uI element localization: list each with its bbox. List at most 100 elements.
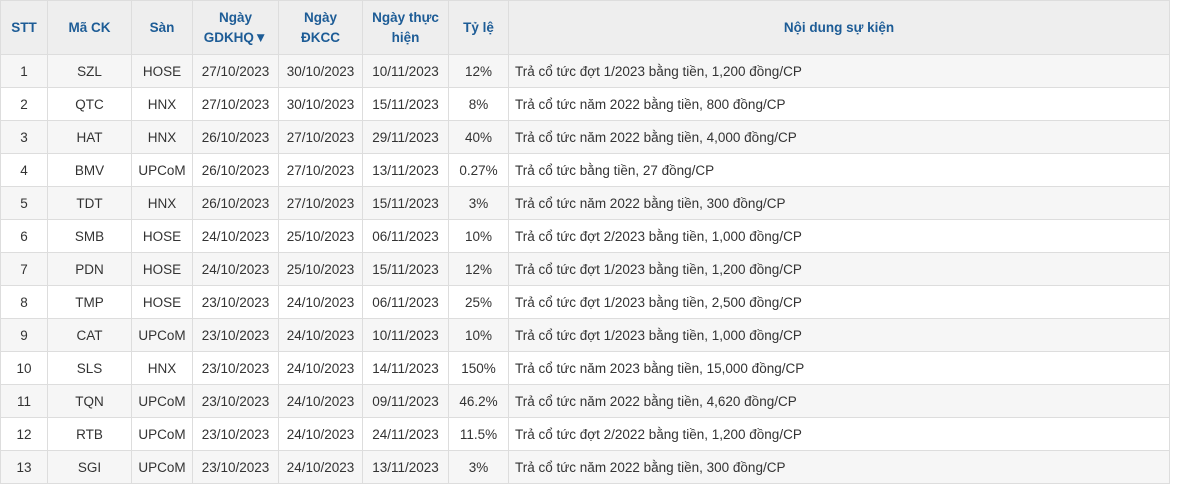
header-label: GDKHQ (203, 29, 254, 45)
cell-ngay-dkcc: 27/10/2023 (278, 120, 363, 154)
cell-ngay-thuc-hien: 15/11/2023 (362, 252, 449, 286)
table-row[interactable]: 5 TDT HNX 26/10/2023 27/10/2023 15/11/2023 3% T… (0, 186, 1170, 220)
cell-ngay-dkcc: 24/10/2023 (278, 318, 363, 352)
header-ty-le[interactable]: Tỷ lệ (448, 0, 509, 55)
header-label: ĐKCC (301, 29, 340, 45)
cell-ngay-dkcc: 24/10/2023 (278, 417, 363, 451)
cell-stt: 2 (0, 87, 48, 121)
table-row[interactable]: 2 QTC HNX 27/10/2023 30/10/2023 15/11/2023 8% T… (0, 87, 1170, 121)
table-row[interactable]: 7 PDN HOSE 24/10/2023 25/10/2023 15/11/2023 12… (0, 252, 1170, 286)
cell-ty-le: 46.2% (448, 384, 509, 418)
cell-ngay-dkcc: 27/10/2023 (278, 186, 363, 220)
cell-ty-le: 40% (448, 120, 509, 154)
table-row[interactable]: 9 CAT UPCoM 23/10/2023 24/10/2023 10/11/2023 1… (0, 318, 1170, 352)
cell-ma-ck[interactable]: TMP (47, 285, 132, 319)
cell-ngay-gdkhq: 26/10/2023 (192, 153, 279, 187)
cell-ngay-dkcc: 30/10/2023 (278, 54, 363, 88)
table-row[interactable]: 11 TQN UPCoM 23/10/2023 24/10/2023 09/11/2023… (0, 384, 1170, 418)
table-body: 1 SZL HOSE 27/10/2023 30/10/2023 10/11/2023 12… (0, 54, 1170, 484)
cell-ty-le: 0.27% (448, 153, 509, 187)
cell-ngay-gdkhq: 23/10/2023 (192, 351, 279, 385)
cell-ty-le: 150% (448, 351, 509, 385)
cell-ngay-dkcc: 24/10/2023 (278, 384, 363, 418)
cell-ngay-gdkhq: 23/10/2023 (192, 450, 279, 484)
cell-noi-dung: Trả cổ tức năm 2022 bằng tiền, 4,000 đồn… (508, 120, 1170, 154)
cell-san: HOSE (131, 285, 193, 319)
sort-desc-icon: ▼ (253, 29, 268, 45)
cell-ngay-gdkhq: 23/10/2023 (192, 384, 279, 418)
cell-ma-ck[interactable]: RTB (47, 417, 132, 451)
cell-ngay-gdkhq: 27/10/2023 (192, 54, 279, 88)
cell-noi-dung: Trả cổ tức đợt 2/2023 bằng tiền, 1,000 đ… (508, 219, 1170, 253)
cell-stt: 3 (0, 120, 48, 154)
cell-stt: 5 (0, 186, 48, 220)
cell-ma-ck[interactable]: SMB (47, 219, 132, 253)
cell-ngay-thuc-hien: 14/11/2023 (362, 351, 449, 385)
cell-noi-dung: Trả cổ tức năm 2022 bằng tiền, 300 đồng/… (508, 186, 1170, 220)
cell-ty-le: 12% (448, 252, 509, 286)
cell-noi-dung: Trả cổ tức bằng tiền, 27 đồng/CP (508, 153, 1170, 187)
cell-san: HOSE (131, 252, 193, 286)
table-row[interactable]: 4 BMV UPCoM 26/10/2023 27/10/2023 13/11/2023 0… (0, 153, 1170, 187)
cell-ma-ck[interactable]: TDT (47, 186, 132, 220)
cell-stt: 7 (0, 252, 48, 286)
header-ngay-dkcc[interactable]: Ngày ĐKCC (278, 0, 363, 55)
header-san[interactable]: Sàn (131, 0, 193, 55)
cell-ngay-thuc-hien: 10/11/2023 (362, 318, 449, 352)
cell-stt: 8 (0, 285, 48, 319)
cell-ty-le: 11.5% (448, 417, 509, 451)
table-row[interactable]: 10 SLS HNX 23/10/2023 24/10/2023 14/11/2023 15… (0, 351, 1170, 385)
table-row[interactable]: 8 TMP HOSE 23/10/2023 24/10/2023 06/11/2023 25… (0, 285, 1170, 319)
header-label: Ngày thực (372, 9, 439, 25)
cell-stt: 13 (0, 450, 48, 484)
cell-stt: 9 (0, 318, 48, 352)
header-ngay-thuc-hien[interactable]: Ngày thực hiện (362, 0, 449, 55)
cell-san: HNX (131, 186, 193, 220)
cell-ty-le: 12% (448, 54, 509, 88)
cell-ma-ck[interactable]: HAT (47, 120, 132, 154)
cell-ngay-dkcc: 25/10/2023 (278, 219, 363, 253)
header-noi-dung[interactable]: Nội dung sự kiện (508, 0, 1170, 55)
cell-ngay-gdkhq: 24/10/2023 (192, 219, 279, 253)
cell-ngay-thuc-hien: 24/11/2023 (362, 417, 449, 451)
cell-ngay-thuc-hien: 06/11/2023 (362, 219, 449, 253)
table-row[interactable]: 6 SMB HOSE 24/10/2023 25/10/2023 06/11/2023 10… (0, 219, 1170, 253)
header-stt[interactable]: STT (0, 0, 48, 55)
cell-noi-dung: Trả cổ tức năm 2022 bằng tiền, 300 đồng/… (508, 450, 1170, 484)
cell-ngay-thuc-hien: 13/11/2023 (362, 153, 449, 187)
cell-san: UPCoM (131, 450, 193, 484)
table-row[interactable]: 12 RTB UPCoM 23/10/2023 24/10/2023 24/11/2023… (0, 417, 1170, 451)
cell-ma-ck[interactable]: PDN (47, 252, 132, 286)
cell-ty-le: 8% (448, 87, 509, 121)
cell-ma-ck[interactable]: TQN (47, 384, 132, 418)
cell-ma-ck[interactable]: QTC (47, 87, 132, 121)
cell-san: HNX (131, 87, 193, 121)
cell-san: UPCoM (131, 384, 193, 418)
cell-san: HOSE (131, 54, 193, 88)
cell-ngay-dkcc: 30/10/2023 (278, 87, 363, 121)
cell-stt: 6 (0, 219, 48, 253)
cell-ma-ck[interactable]: BMV (47, 153, 132, 187)
table-row[interactable]: 3 HAT HNX 26/10/2023 27/10/2023 29/11/2023 40%… (0, 120, 1170, 154)
table-row[interactable]: 1 SZL HOSE 27/10/2023 30/10/2023 10/11/2023 12… (0, 54, 1170, 88)
cell-san: HNX (131, 351, 193, 385)
cell-ma-ck[interactable]: SZL (47, 54, 132, 88)
header-ma-ck[interactable]: Mã CK (47, 0, 132, 55)
cell-ngay-thuc-hien: 09/11/2023 (362, 384, 449, 418)
table-row[interactable]: 13 SGI UPCoM 23/10/2023 24/10/2023 13/11/2023… (0, 450, 1170, 484)
cell-ty-le: 3% (448, 450, 509, 484)
cell-ngay-gdkhq: 24/10/2023 (192, 252, 279, 286)
cell-ngay-gdkhq: 23/10/2023 (192, 318, 279, 352)
cell-noi-dung: Trả cổ tức đợt 1/2023 bằng tiền, 1,000 đ… (508, 318, 1170, 352)
header-ngay-gdkhq[interactable]: Ngày GDKHQ▼ (192, 0, 279, 55)
cell-ma-ck[interactable]: CAT (47, 318, 132, 352)
cell-stt: 11 (0, 384, 48, 418)
cell-ma-ck[interactable]: SGI (47, 450, 132, 484)
cell-ngay-gdkhq: 26/10/2023 (192, 120, 279, 154)
cell-ngay-thuc-hien: 15/11/2023 (362, 87, 449, 121)
cell-ngay-dkcc: 24/10/2023 (278, 285, 363, 319)
cell-ngay-gdkhq: 26/10/2023 (192, 186, 279, 220)
header-label: Ngày (218, 9, 252, 25)
cell-ma-ck[interactable]: SLS (47, 351, 132, 385)
cell-noi-dung: Trả cổ tức năm 2022 bằng tiền, 800 đồng/… (508, 87, 1170, 121)
